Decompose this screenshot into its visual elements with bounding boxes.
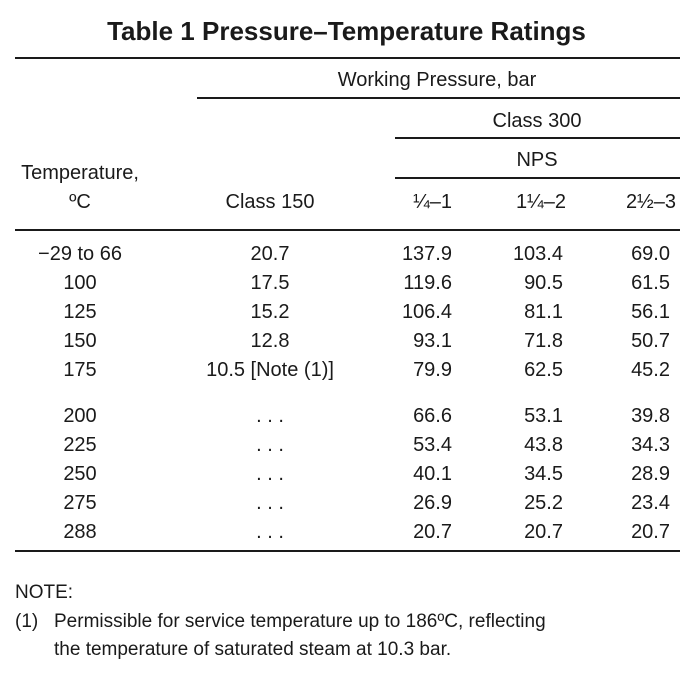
class-150-cell: 15.2 [250, 301, 290, 323]
nps-quarter-to-1-cell: 53.4 [413, 434, 452, 456]
nps-quarter-to-1-cell: 79.9 [413, 359, 452, 381]
nps-1quarter-to-2-cell: 53.1 [524, 405, 563, 427]
temperature-cell: 100 [63, 272, 97, 294]
nps-quarter-to-1-cell: 20.7 [413, 521, 452, 543]
nps-1quarter-to-2-cell: 71.8 [524, 330, 563, 352]
class-150-cell: . . . [256, 492, 284, 514]
note-text-line-1: Permissible for service temperature up t… [54, 611, 546, 632]
nps-1quarter-to-2-cell: 20.7 [524, 521, 563, 543]
note-number: (1) [15, 611, 39, 632]
nps-quarter-to-1-cell: 93.1 [413, 330, 452, 352]
note-heading: NOTE: [15, 582, 74, 603]
class-300-rule [395, 137, 680, 139]
nps-2half-to-3-cell: 39.8 [631, 405, 670, 427]
bottom-rule [15, 550, 680, 552]
nps-col-2: 1¼–2 [515, 191, 566, 213]
nps-quarter-to-1-cell: 26.9 [413, 492, 452, 514]
temperature-unit: ºC [69, 191, 91, 213]
nps-2half-to-3-cell: 56.1 [631, 301, 670, 323]
class-150-cell: . . . [256, 405, 284, 427]
working-pressure-header: Working Pressure, bar [337, 69, 537, 91]
nps-quarter-to-1-cell: 66.6 [413, 405, 452, 427]
temperature-cell: −29 to 66 [38, 243, 122, 265]
nps-1quarter-to-2-cell: 34.5 [524, 463, 563, 485]
nps-rule [395, 177, 680, 179]
temperature-header: Temperature, [21, 162, 139, 184]
temperature-cell: 200 [63, 405, 97, 427]
working-pressure-rule [197, 97, 680, 99]
nps-1quarter-to-2-cell: 81.1 [524, 301, 563, 323]
header-rule [15, 229, 680, 231]
temperature-cell: 250 [63, 463, 97, 485]
nps-col-3: 2½–3 [625, 191, 676, 213]
temperature-cell: 275 [63, 492, 97, 514]
class-150-header: Class 150 [225, 191, 315, 213]
class-150-cell: 20.7 [250, 243, 290, 265]
nps-2half-to-3-cell: 20.7 [631, 521, 670, 543]
nps-2half-to-3-cell: 23.4 [631, 492, 670, 514]
class-300-header: Class 300 [492, 110, 582, 132]
class-150-cell: . . . [256, 521, 284, 543]
temperature-cell: 225 [63, 434, 97, 456]
class-150-cell: . . . [256, 463, 284, 485]
nps-2half-to-3-cell: 69.0 [631, 243, 670, 265]
nps-quarter-to-1-cell: 40.1 [413, 463, 452, 485]
class-150-cell: 12.8 [250, 330, 290, 352]
top-rule [15, 57, 680, 59]
nps-2half-to-3-cell: 61.5 [631, 272, 670, 294]
table-title: Table 1 Pressure–Temperature Ratings [107, 16, 586, 46]
temperature-cell: 125 [63, 301, 97, 323]
nps-1quarter-to-2-cell: 103.4 [512, 243, 563, 265]
nps-1quarter-to-2-cell: 25.2 [524, 492, 563, 514]
nps-2half-to-3-cell: 28.9 [631, 463, 670, 485]
class-150-cell: 10.5 [Note (1)] [206, 359, 334, 381]
temperature-cell: 288 [63, 521, 97, 543]
nps-quarter-to-1-cell: 106.4 [401, 301, 452, 323]
nps-2half-to-3-cell: 50.7 [631, 330, 670, 352]
nps-quarter-to-1-cell: 137.9 [401, 243, 452, 265]
nps-quarter-to-1-cell: 119.6 [403, 272, 452, 294]
class-150-cell: 17.5 [250, 272, 290, 294]
note-text-line-2: the temperature of saturated steam at 10… [54, 639, 452, 660]
class-150-cell: . . . [256, 434, 284, 456]
nps-header: NPS [516, 149, 558, 171]
temperature-cell: 175 [63, 359, 97, 381]
nps-2half-to-3-cell: 34.3 [631, 434, 670, 456]
temperature-cell: 150 [63, 330, 97, 352]
nps-col-1: ¼–1 [413, 191, 452, 213]
nps-1quarter-to-2-cell: 62.5 [524, 359, 563, 381]
nps-1quarter-to-2-cell: 43.8 [524, 434, 563, 456]
nps-1quarter-to-2-cell: 90.5 [524, 272, 563, 294]
nps-2half-to-3-cell: 45.2 [631, 359, 670, 381]
